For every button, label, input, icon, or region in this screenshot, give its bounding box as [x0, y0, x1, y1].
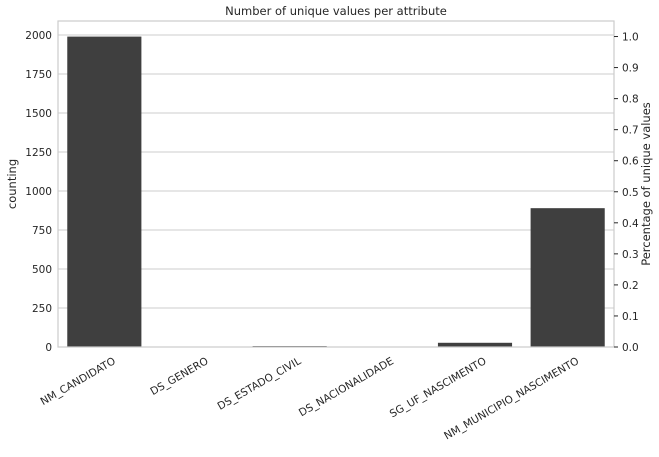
- y-tick-label: 750: [32, 225, 52, 237]
- bar-sg-uf-nascimento: [438, 343, 512, 347]
- right-axis-ticks: 0.0 0.1 0.2 0.3 0.4 0.5 0.6 0.7 0.8 0.9 1.0: [614, 32, 639, 354]
- bars: [67, 37, 604, 347]
- y-right-tick-label: 0.2: [622, 280, 639, 292]
- y-axis-label: counting: [5, 159, 19, 209]
- y-right-tick-label: 0.8: [622, 94, 639, 106]
- y-right-tick-label: 0.0: [622, 342, 639, 354]
- y-right-tick-label: 0.5: [622, 187, 639, 199]
- y-tick-label: 1750: [25, 69, 52, 81]
- y-right-tick-label: 0.1: [622, 311, 639, 323]
- y-axis-right-label: Percentage of unique values: [639, 102, 653, 266]
- chart-title: Number of unique values per attribute: [225, 4, 447, 18]
- y-right-tick-label: 0.7: [622, 125, 639, 137]
- y-tick-label: 0: [45, 342, 52, 354]
- bar-nm-candidato: [67, 37, 141, 347]
- y-tick-label: 2000: [25, 30, 52, 42]
- bar-nm-municipio-nascimento: [531, 208, 605, 347]
- y-right-tick-label: 0.4: [622, 218, 639, 230]
- left-axis-ticks: 0 250 500 750 1000 1250 1500 1750 2000: [25, 30, 52, 354]
- y-tick-label: 1500: [25, 108, 52, 120]
- y-tick-label: 500: [32, 264, 52, 276]
- y-right-tick-label: 0.6: [622, 156, 639, 168]
- x-tick-label: NM_CANDIDATO: [39, 355, 118, 408]
- x-tick-label: DS_GENERO: [148, 355, 210, 398]
- y-tick-label: 1250: [25, 147, 52, 159]
- y-right-tick-label: 1.0: [622, 32, 639, 44]
- y-tick-label: 250: [32, 303, 52, 315]
- y-tick-label: 1000: [25, 186, 52, 198]
- x-tick-label: DS_ESTADO_CIVIL: [216, 355, 304, 413]
- x-tick-label: DS_NACIONALIDADE: [297, 355, 396, 419]
- y-right-tick-label: 0.9: [622, 63, 639, 75]
- x-tick-label: SG_UF_NASCIMENTO: [388, 355, 489, 420]
- y-right-tick-label: 0.3: [622, 249, 639, 261]
